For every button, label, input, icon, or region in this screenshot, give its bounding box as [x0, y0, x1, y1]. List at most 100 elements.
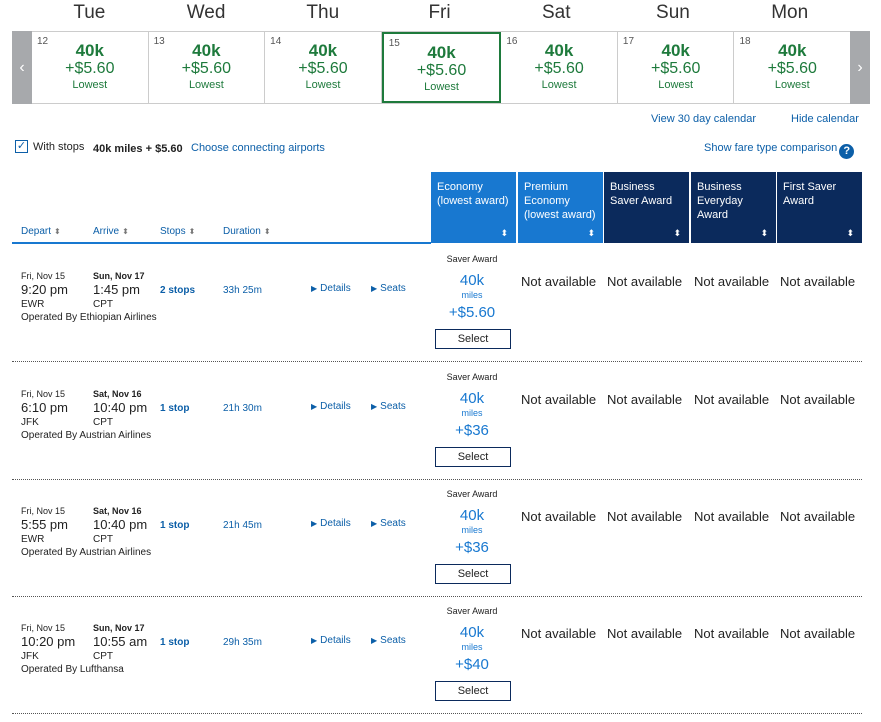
hide-calendar-link[interactable]: Hide calendar — [791, 113, 859, 125]
details-link[interactable]: ▶ Details — [311, 635, 351, 646]
select-button[interactable]: Select — [435, 564, 511, 584]
operator: Operated By Ethiopian Airlines — [21, 312, 157, 323]
seats-link[interactable]: ▶ Seats — [371, 635, 406, 646]
sort-stops[interactable]: Stops ⬍ — [160, 226, 195, 237]
caret-right-icon: ▶ — [371, 284, 378, 293]
details-label: Details — [320, 518, 351, 529]
award-miles: 40k — [459, 624, 485, 641]
award-miles: 40k — [459, 507, 485, 524]
caret-right-icon: ▶ — [371, 402, 378, 411]
arrive-time: 10:55 am — [93, 634, 148, 649]
day-name: Wed — [186, 2, 226, 23]
sort-arrive[interactable]: Arrive ⬍ — [93, 226, 129, 237]
fare-type-header[interactable]: First Saver Award ⬍ — [777, 172, 862, 243]
calendar-day[interactable]: 13 40k +$5.60 Lowest — [149, 32, 266, 103]
calendar-day-lowest-label: Lowest — [188, 79, 224, 91]
fare-type-header[interactable]: Economy (lowest award) ⬍ — [431, 172, 516, 243]
flight-row: Fri, Nov 15 9:20 pm EWR Sun, Nov 17 1:45 pm C… — [12, 244, 862, 362]
duration: 21h 30m — [223, 403, 262, 414]
fare-not-available: Not available — [694, 274, 770, 289]
sort-icon: ⬍ — [122, 227, 129, 236]
seats-link[interactable]: ▶ Seats — [371, 401, 406, 412]
calendar-day[interactable]: 17 40k +$5.60 Lowest — [618, 32, 735, 103]
details-link[interactable]: ▶ Details — [311, 283, 351, 294]
day-name: Sun — [656, 2, 690, 23]
sort-icon: ⬍ — [846, 228, 854, 238]
saver-award-label: Saver Award — [446, 254, 498, 264]
saver-award-label: Saver Award — [446, 606, 498, 616]
fare-not-available: Not available — [780, 274, 856, 289]
fare-type-label: Premium Economy (lowest award) — [524, 181, 596, 221]
fare-not-available: Not available — [521, 274, 597, 289]
caret-right-icon: ▶ — [371, 519, 378, 528]
calendar-day[interactable]: 12 40k +$5.60 Lowest — [32, 32, 149, 103]
calendar-days: 12 40k +$5.60 Lowest 13 40k +$5.60 Lowest 14 40k +… — [32, 31, 850, 104]
stops-link[interactable]: 1 stop — [160, 637, 190, 648]
calendar-day[interactable]: 16 40k +$5.60 Lowest — [501, 32, 618, 103]
fare-type-header[interactable]: Premium Economy (lowest award) ⬍ — [518, 172, 603, 243]
award-fee: +$36 — [455, 422, 489, 439]
calendar-day[interactable]: 15 40k +$5.60 Lowest — [381, 32, 502, 103]
choose-connecting-airports-link[interactable]: Choose connecting airports — [191, 142, 325, 154]
details-link[interactable]: ▶ Details — [311, 518, 351, 529]
details-link[interactable]: ▶ Details — [311, 401, 351, 412]
stops-link[interactable]: 2 stops — [160, 285, 196, 296]
sort-duration[interactable]: Duration ⬍ — [223, 226, 271, 237]
calendar-day[interactable]: 18 40k +$5.60 Lowest — [734, 32, 850, 103]
stops-link[interactable]: 1 stop — [160, 520, 190, 531]
depart-airport: EWR — [21, 534, 45, 545]
caret-right-icon: ▶ — [311, 636, 318, 645]
flight-row: Fri, Nov 15 10:20 pm JFK Sun, Nov 17 10:55 a… — [12, 596, 862, 714]
fare-calendar: ‹ 12 40k +$5.60 Lowest 13 40k +$5.60 Lowest 14 40… — [12, 31, 870, 104]
arrive-time: 1:45 pm — [93, 282, 140, 297]
depart-airport: JFK — [21, 417, 39, 428]
sort-depart[interactable]: Depart ⬍ — [21, 226, 61, 237]
show-fare-comparison-link[interactable]: Show fare type comparison? — [704, 142, 855, 159]
select-button[interactable]: Select — [435, 447, 511, 467]
arrive-date: Sat, Nov 16 — [93, 389, 142, 399]
fare-type-label: Economy (lowest award) — [437, 181, 509, 207]
calendar-next-button[interactable]: › — [850, 31, 870, 104]
stops-link[interactable]: 1 stop — [160, 403, 190, 414]
fare-type-header[interactable]: Business Saver Award ⬍ — [604, 172, 689, 243]
calendar-day-fee: +$5.60 — [416, 62, 467, 79]
fare-not-available: Not available — [607, 274, 683, 289]
flight-row: Fri, Nov 15 6:10 pm JFK Sat, Nov 16 10:40 pm… — [12, 362, 862, 480]
calendar-prev-button[interactable]: ‹ — [12, 31, 32, 104]
calendar-day-fee: +$5.60 — [65, 60, 115, 77]
seats-link[interactable]: ▶ Seats — [371, 283, 406, 294]
day-name: Sat — [541, 2, 571, 23]
sort-icon: ⬍ — [188, 227, 196, 236]
day-name: Fri — [428, 2, 451, 23]
day-name: Thu — [306, 2, 340, 23]
depart-airport: JFK — [21, 651, 39, 662]
award-miles-unit: miles — [461, 525, 483, 535]
arrive-time: 10:40 pm — [93, 517, 148, 532]
award-fee: +$40 — [455, 656, 489, 673]
award-fee: +$36 — [455, 539, 489, 556]
fare-not-available: Not available — [694, 392, 770, 407]
fare-type-header[interactable]: Business Everyday Award ⬍ — [691, 172, 776, 243]
award-miles-unit: miles — [461, 290, 483, 300]
award-miles: 40k — [459, 272, 485, 289]
calendar-day-number: 14 — [270, 36, 282, 47]
sort-icon: ⬍ — [500, 228, 508, 238]
calendar-day-miles: 40k — [308, 41, 338, 60]
duration: 29h 35m — [223, 637, 262, 648]
calendar-day-fee: +$5.60 — [534, 60, 584, 77]
arrive-header-label: Arrive — [93, 226, 120, 237]
select-button[interactable]: Select — [435, 329, 511, 349]
depart-date: Fri, Nov 15 — [21, 389, 66, 399]
seats-link[interactable]: ▶ Seats — [371, 518, 406, 529]
calendar-day[interactable]: 14 40k +$5.60 Lowest — [265, 32, 382, 103]
view-30-day-calendar-link[interactable]: View 30 day calendar — [651, 113, 756, 125]
saver-award-label: Saver Award — [446, 372, 498, 382]
calendar-day-lowest-label: Lowest — [305, 79, 341, 91]
fare-not-available: Not available — [521, 626, 597, 641]
with-stops-checkbox[interactable]: ✓ — [15, 140, 28, 153]
saver-award-label: Saver Award — [446, 489, 498, 499]
select-button[interactable]: Select — [435, 681, 511, 701]
award-fee: +$5.60 — [448, 304, 496, 321]
flight-row: Fri, Nov 15 5:55 pm EWR Sat, Nov 16 10:40 pm… — [12, 479, 862, 597]
calendar-day-names: Tue Wed Thu Fri Sat Sun Mon — [31, 0, 848, 28]
